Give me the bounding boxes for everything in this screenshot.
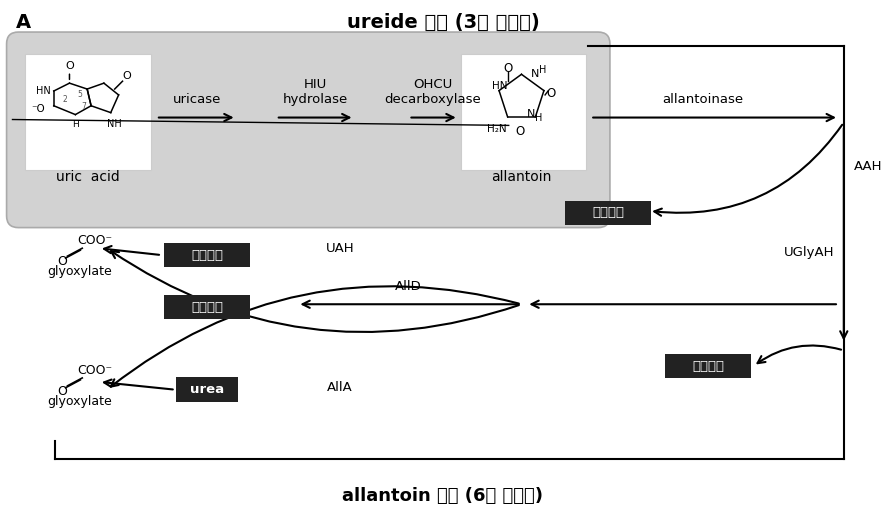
FancyBboxPatch shape: [6, 32, 610, 228]
Text: H₂N: H₂N: [487, 124, 507, 134]
Text: urea: urea: [190, 383, 225, 396]
Bar: [164, 295, 250, 320]
Text: O: O: [65, 61, 74, 72]
Text: O: O: [57, 385, 67, 398]
Bar: [665, 354, 751, 379]
Text: allantoin: allantoin: [492, 169, 552, 184]
Text: N: N: [527, 109, 536, 119]
Text: O: O: [546, 87, 555, 100]
Text: O: O: [57, 256, 67, 268]
Text: AAH: AAH: [854, 160, 882, 173]
Text: allantoin 대사 (6개 유전자): allantoin 대사 (6개 유전자): [342, 487, 544, 505]
Text: NH: NH: [107, 119, 122, 129]
Text: 암모니아: 암모니아: [191, 248, 223, 262]
Text: uric  acid: uric acid: [57, 169, 120, 184]
Text: H: H: [536, 112, 543, 122]
Bar: [565, 201, 652, 225]
Text: glyoxylate: glyoxylate: [47, 265, 111, 278]
Text: O: O: [503, 62, 513, 75]
Text: H: H: [72, 120, 79, 129]
Text: OHCU
decarboxylase: OHCU decarboxylase: [385, 78, 482, 106]
Text: UGlyAH: UGlyAH: [783, 246, 834, 259]
Text: 암모니아: 암모니아: [592, 207, 624, 219]
Text: 암모니아: 암모니아: [191, 301, 223, 314]
Text: O: O: [514, 125, 524, 138]
Text: H: H: [539, 65, 547, 75]
Bar: [164, 243, 250, 267]
Text: 암모니아: 암모니아: [692, 360, 724, 373]
Text: AllA: AllA: [327, 381, 353, 394]
Text: ureide 대사 (3개 유전자): ureide 대사 (3개 유전자): [347, 13, 539, 32]
Text: HIU
hydrolase: HIU hydrolase: [283, 78, 347, 106]
Bar: [461, 54, 586, 169]
Text: COO⁻: COO⁻: [77, 363, 112, 377]
Text: O: O: [122, 71, 131, 81]
Bar: [26, 54, 151, 169]
Text: ⁻O: ⁻O: [31, 104, 45, 113]
Bar: [176, 378, 239, 402]
Text: HN: HN: [35, 86, 50, 96]
Text: 7: 7: [82, 102, 87, 111]
Text: AllD: AllD: [395, 280, 422, 293]
Text: UAH: UAH: [325, 242, 354, 255]
Text: N: N: [531, 70, 539, 79]
Text: 2: 2: [62, 95, 67, 105]
Text: COO⁻: COO⁻: [77, 234, 112, 247]
Text: uricase: uricase: [173, 94, 221, 106]
Text: 5: 5: [77, 90, 81, 99]
Text: A: A: [15, 13, 31, 32]
Text: allantoinase: allantoinase: [663, 94, 743, 106]
Text: glyoxylate: glyoxylate: [47, 395, 111, 408]
Text: HN: HN: [492, 81, 507, 91]
